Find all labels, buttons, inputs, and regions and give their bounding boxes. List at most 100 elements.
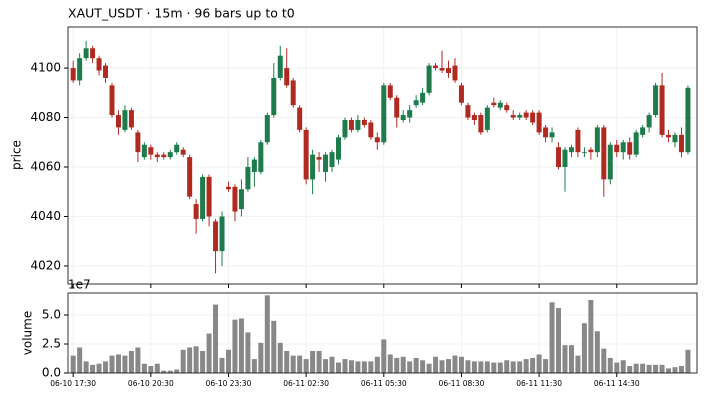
volume-bar (627, 366, 633, 373)
candle-body (653, 85, 659, 116)
candle-body (601, 127, 607, 180)
volume-bar (180, 349, 186, 373)
candle-body (627, 142, 633, 155)
volume-bar (96, 363, 102, 373)
volume-bar (310, 350, 316, 373)
volume-bar (478, 361, 484, 373)
candle-body (206, 176, 212, 217)
candle-body (666, 134, 672, 138)
candle-body (167, 152, 173, 158)
volume-bar (381, 339, 387, 373)
volume-bar (581, 323, 587, 373)
candle-body (109, 85, 115, 116)
candle-body (115, 115, 121, 128)
volume-bar (685, 349, 691, 373)
y-tick-label: 4020 (30, 258, 61, 272)
volume-bar (122, 355, 128, 373)
volume-bar (342, 359, 348, 373)
candle-body (672, 134, 678, 143)
volume-bar (653, 364, 659, 373)
volume-bar (348, 360, 354, 373)
candle-body (271, 77, 277, 116)
volume-bar (588, 299, 594, 373)
volume-bar (284, 350, 290, 373)
candle-body (245, 167, 251, 190)
candle-body (258, 142, 264, 172)
volume-bar (361, 361, 367, 373)
volume-bar (678, 366, 684, 373)
volume-bar (607, 357, 613, 373)
candle-body (439, 68, 445, 71)
volume-bar (238, 318, 244, 373)
volume-bar (575, 355, 581, 373)
volume-bar (219, 357, 225, 373)
candle-body (297, 107, 303, 130)
volume-bar (433, 356, 439, 373)
volume-bar (251, 359, 257, 373)
volume-bar (530, 357, 536, 373)
candle-body (465, 105, 471, 118)
candle-body (530, 112, 536, 123)
volume-bar (277, 342, 283, 373)
volume-bar (174, 369, 180, 373)
volume-bar (109, 355, 115, 373)
candle-body (523, 112, 529, 118)
volume-bar (633, 363, 639, 373)
volume-bar (465, 360, 471, 373)
x-tick-label: 06-11 14:30 (594, 379, 640, 388)
candle-body (446, 68, 452, 74)
candle-body (478, 115, 484, 133)
candle-body (187, 157, 193, 197)
candle-body (420, 92, 426, 103)
volume-bar (187, 347, 193, 373)
volume-bar (77, 347, 83, 373)
candle-body (70, 68, 76, 81)
volume-bar (497, 362, 503, 373)
candle-body (264, 115, 270, 143)
candle-body (614, 144, 620, 153)
volume-bar (200, 350, 206, 373)
volume-bar (413, 357, 419, 373)
candle-body (225, 186, 231, 190)
candle-body (361, 120, 367, 125)
volume-bar (491, 362, 497, 373)
volume-bar (562, 345, 568, 373)
volume-bar (549, 302, 555, 373)
candle-body (659, 85, 665, 135)
volume-bar (601, 348, 607, 373)
candle-body (310, 154, 316, 180)
candle-body (607, 144, 613, 180)
volume-bar (458, 356, 464, 373)
volume-bar (148, 366, 154, 373)
y-tick-label: 4060 (30, 160, 61, 174)
candle-body (213, 221, 219, 252)
volume-bar (517, 361, 523, 373)
candle-body (219, 216, 225, 252)
candle-body (510, 115, 516, 118)
x-tick-label: 06-10 23:30 (206, 379, 252, 388)
volume-tick-label: 2.5 (42, 337, 61, 351)
candle-body (556, 147, 562, 168)
volume-bar (316, 350, 322, 373)
candle-body (646, 115, 652, 128)
volume-bar (154, 363, 160, 373)
candle-body (588, 149, 594, 153)
x-tick-label: 06-11 11:30 (516, 379, 562, 388)
candle-body (575, 129, 581, 153)
volume-bar (640, 363, 646, 373)
candle-body (433, 65, 439, 69)
volume-bar (452, 355, 458, 373)
y-tick-label: 4080 (30, 110, 61, 124)
volume-bar (355, 361, 361, 373)
candle-body (232, 186, 238, 212)
volume-bar (510, 361, 516, 373)
volume-bar (271, 320, 277, 373)
candle-body (633, 132, 639, 155)
candle-body (96, 58, 102, 71)
x-tick-label: 06-10 20:30 (128, 379, 174, 388)
volume-offset-label: 1e7 (68, 278, 91, 292)
volume-bar (672, 367, 678, 373)
volume-bar (206, 333, 212, 373)
volume-bar (523, 359, 529, 373)
